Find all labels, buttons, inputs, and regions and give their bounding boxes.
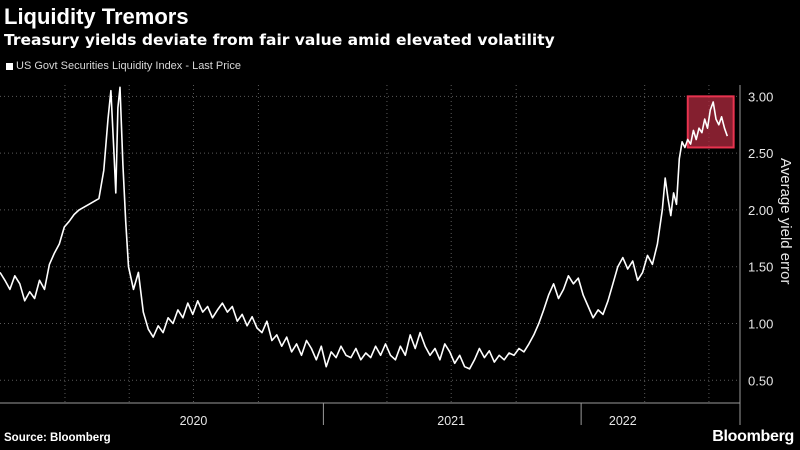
chart-title: Liquidity Tremors [4,4,189,29]
y-tick-label: 2.50 [748,146,773,161]
highlight-rect [686,95,735,149]
x-tick-label: 2020 [180,414,208,428]
series-line [0,86,729,370]
source-note: Source: Bloomberg [4,432,111,444]
y-axis-label: Average yield error [777,158,794,284]
legend-swatch [6,62,13,70]
x-axis: 2020 2021 2022 [0,402,740,428]
series [0,86,729,370]
y-tick-label: 0.50 [748,373,773,388]
x-tick-label: 2022 [609,414,637,428]
y-tick-label: 1.50 [748,260,773,275]
chart-subtitle: Treasury yields deviate from fair value … [4,31,555,49]
grid [0,85,740,403]
x-tick-label: 2021 [437,414,465,428]
y-tick-label: 2.00 [748,203,773,218]
bloomberg-logo: Bloomberg [712,428,794,445]
highlight-box [686,95,735,149]
y-tick-label: 3.00 [748,89,773,104]
y-axis: 0.50 1.00 1.50 2.00 2.50 3.00 [739,85,773,425]
legend: US Govt Securities Liquidity Index - Las… [6,60,241,72]
y-tick-label: 1.00 [748,317,773,332]
legend-label: US Govt Securities Liquidity Index - Las… [16,60,241,72]
